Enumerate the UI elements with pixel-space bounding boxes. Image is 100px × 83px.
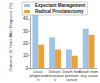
svg-text:prostate: prostate	[63, 73, 80, 78]
svg-text:s: s	[54, 78, 56, 82]
svg-text:Outcome 10 Years After Diagnos: Outcome 10 Years After Diagnosis (%)	[8, 2, 13, 71]
svg-text:20: 20	[23, 41, 29, 46]
svg-text:any cause: any cause	[79, 74, 97, 78]
svg-text:Local: Local	[33, 69, 44, 74]
svg-text:n: n	[37, 78, 39, 82]
svg-text:Distant: Distant	[48, 69, 62, 74]
svg-text:cancer: cancer	[66, 78, 78, 82]
svg-text:Expectant Management: Expectant Management	[35, 3, 86, 8]
svg-text:30: 30	[23, 29, 29, 34]
svg-text:progressio: progressio	[29, 73, 48, 78]
svg-text:0: 0	[25, 66, 28, 71]
svg-text:Death from: Death from	[79, 69, 98, 74]
svg-text:metastase: metastase	[46, 73, 64, 78]
svg-text:10: 10	[23, 53, 29, 58]
svg-text:40: 40	[23, 16, 29, 21]
svg-text:Radical Prostatectomy: Radical Prostatectomy	[35, 9, 84, 14]
